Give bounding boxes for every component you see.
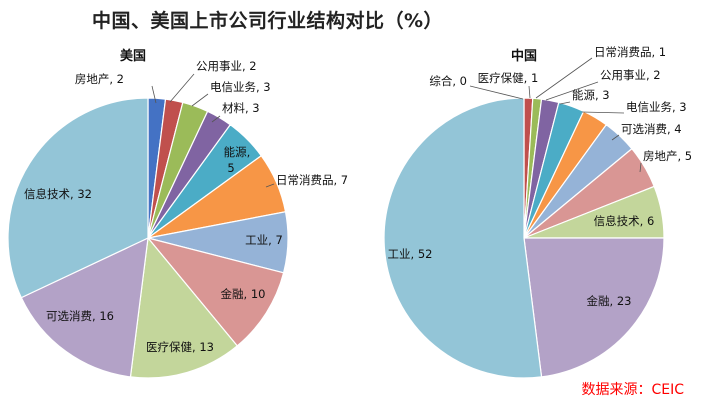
- slice-label: 可选消费, 16: [46, 309, 114, 323]
- pie-slice: [523, 237, 665, 378]
- chart-main-title: 中国、美国上市公司行业结构对比（%）: [92, 10, 444, 32]
- pie-slice: [7, 97, 149, 299]
- slice-leader-line: [151, 85, 157, 104]
- slice-leader-line: [528, 85, 531, 99]
- pie-title: 中国: [511, 48, 537, 64]
- pie-slice: [383, 97, 543, 379]
- slice-label: 房地产, 2: [75, 72, 124, 86]
- slice-leader-line: [559, 101, 571, 105]
- slice-leader-line: [611, 134, 620, 141]
- slice-leader-line: [169, 73, 195, 103]
- slice-label: 信息技术, 6: [594, 214, 655, 228]
- slice-label: 工业, 7: [245, 233, 283, 247]
- slice-label: 工业, 52: [388, 247, 433, 261]
- slice-leader-line: [469, 85, 524, 100]
- pie-slice: [129, 236, 239, 379]
- slice-leader-line: [191, 93, 209, 107]
- slice-leader-line: [265, 183, 275, 188]
- slice-label: 电信业务, 3: [210, 80, 271, 94]
- slice-label: 电信业务, 3: [626, 100, 687, 114]
- slice-leader-line: [545, 81, 599, 101]
- slice-leader-line: [211, 115, 221, 123]
- slice-leader-line: [639, 162, 642, 173]
- slice-label: 金融, 10: [221, 287, 266, 301]
- slice-label: 可选消费, 4: [621, 122, 682, 136]
- slice-label: 医疗保健, 13: [146, 340, 214, 354]
- slice-leader-line: [535, 57, 593, 99]
- slice-label: 材料, 3: [222, 101, 260, 115]
- pie-slice: [20, 236, 149, 378]
- slice-label: 日常消费品, 1: [594, 45, 666, 59]
- pie-slice: [146, 236, 285, 347]
- slice-label: 房地产, 5: [643, 149, 692, 163]
- slice-leader-line: [581, 111, 625, 114]
- slice-label: 日常消费品, 7: [276, 173, 348, 187]
- slice-label: 医疗保健, 1: [478, 71, 539, 85]
- slice-label: 能源, 5: [224, 145, 251, 175]
- slice-label: 公用事业, 2: [196, 59, 257, 73]
- slice-label: 公用事业, 2: [600, 68, 661, 82]
- slice-label: 信息技术, 32: [24, 187, 92, 201]
- data-source-note: 数据来源：CEIC: [581, 382, 684, 398]
- slice-label: 金融, 23: [587, 294, 632, 308]
- pie-title: 美国: [120, 48, 146, 64]
- slice-label: 能源, 3: [572, 88, 610, 102]
- slice-label: 综合, 0: [429, 74, 467, 88]
